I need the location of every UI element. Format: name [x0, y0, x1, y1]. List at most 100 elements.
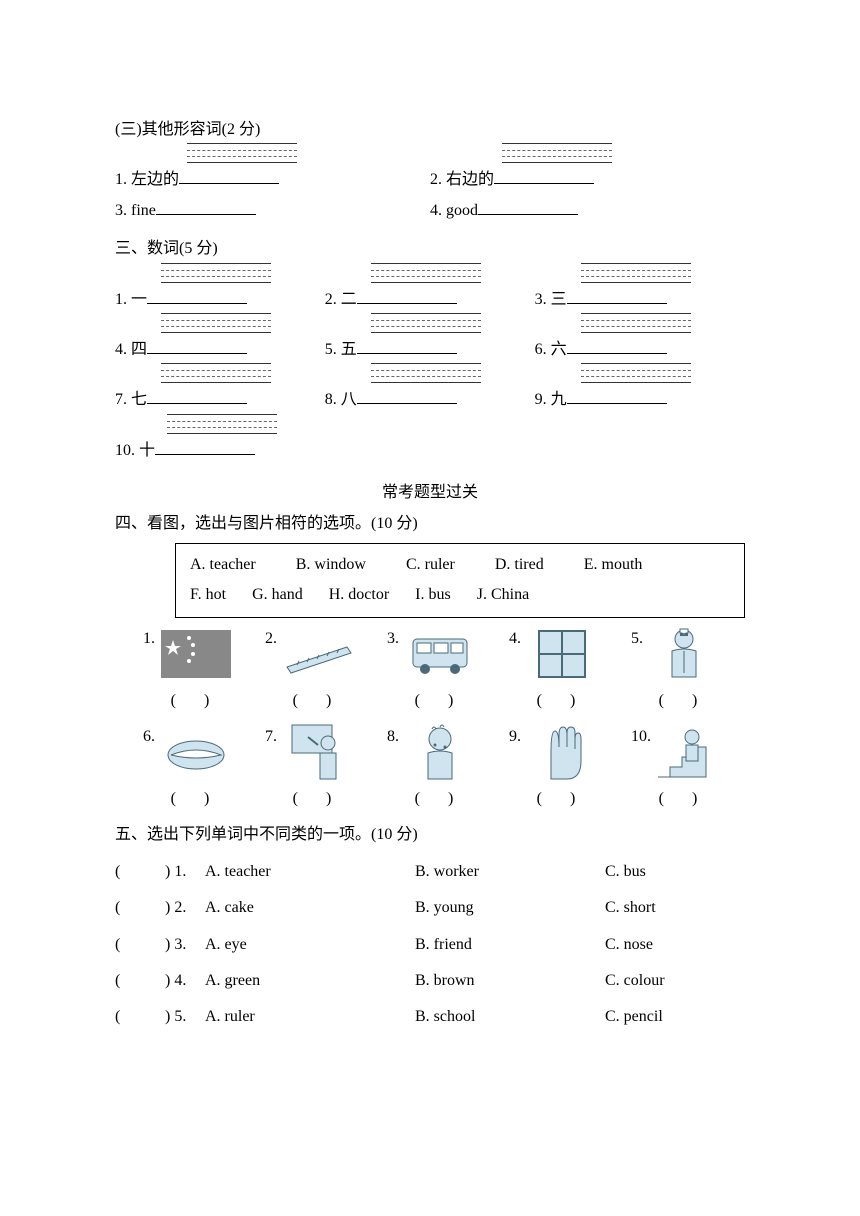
answer-paren: ( ) [293, 686, 344, 716]
num-label: 4. 四 [115, 341, 147, 358]
pic-num: 4. [509, 624, 521, 654]
q-c: C. nose [605, 930, 745, 960]
q5-5: ( ) 5. A. ruler B. school C. pencil [115, 1002, 745, 1032]
image-row-2: 6. ( ) 7. ( ) 8. ( ) 9. ( ) 10. ( ) [135, 722, 745, 814]
num-4: 4. 四 [115, 315, 325, 365]
lparen: ( [115, 863, 120, 880]
num-label: 10. 十 [115, 442, 155, 459]
pic-num: 1. [143, 624, 155, 654]
answer-paren: ( ) [415, 686, 466, 716]
q-b: B. young [415, 893, 605, 923]
q-c: C. colour [605, 966, 745, 996]
fill-1: 1. 左边的 [115, 145, 430, 195]
q5-4: ( ) 4. A. green B. brown C. colour [115, 966, 745, 996]
num-2: 2. 二 [325, 265, 535, 315]
q-a: A. eye [205, 930, 415, 960]
section-numbers-title: 三、数词(5 分) [115, 234, 745, 264]
fill-4: 4. good [430, 196, 745, 226]
writing-lines [371, 263, 481, 283]
pic-num: 6. [143, 722, 155, 752]
underline [155, 441, 255, 455]
q-num: ) 3. [165, 930, 205, 960]
answer-paren: ( ) [659, 784, 710, 814]
fill-label: 2. 右边的 [430, 171, 494, 188]
opt-h: H. doctor [329, 580, 389, 610]
writing-lines [371, 363, 481, 383]
lparen: ( [115, 1008, 120, 1025]
section-5: 五、选出下列单词中不同类的一项。(10 分) ( ) 1. A. teacher… [115, 820, 745, 1032]
q-b: B. school [415, 1002, 605, 1032]
opt-a: A. teacher [190, 550, 256, 580]
underline [147, 340, 247, 354]
fill-label: 3. fine [115, 202, 156, 219]
answer-paren: ( ) [171, 784, 222, 814]
writing-lines [502, 143, 612, 163]
writing-lines [581, 313, 691, 333]
flag-icon [157, 624, 235, 684]
fill-2: 2. 右边的 [430, 145, 745, 195]
writing-lines [581, 363, 691, 383]
num-7: 7. 七 [115, 365, 325, 415]
num-5: 5. 五 [325, 315, 535, 365]
tired-icon [645, 722, 723, 782]
num-8: 8. 八 [325, 365, 535, 415]
teacher-icon [279, 722, 357, 782]
opt-j: J. China [477, 580, 529, 610]
answer-paren: ( ) [537, 686, 588, 716]
writing-lines [161, 363, 271, 383]
num-label: 6. 六 [535, 341, 567, 358]
opt-e: E. mouth [584, 550, 643, 580]
q-a: A. teacher [205, 857, 415, 887]
num-6: 6. 六 [535, 315, 745, 365]
q-num: ) 5. [165, 1002, 205, 1032]
q-c: C. bus [605, 857, 745, 887]
image-row-1: 1. ( ) 2. ( ) 3. ( ) 4. ( ) 5. + ( ) [135, 624, 745, 716]
opt-b: B. window [296, 550, 366, 580]
underline [357, 340, 457, 354]
lparen: ( [115, 899, 120, 916]
section-5-title: 五、选出下列单词中不同类的一项。(10 分) [115, 820, 745, 850]
num-label: 8. 八 [325, 391, 357, 408]
center-title: 常考题型过关 [115, 478, 745, 508]
underline [567, 390, 667, 404]
q-b: B. friend [415, 930, 605, 960]
underline [567, 290, 667, 304]
q-a: A. green [205, 966, 415, 996]
opt-f: F. hot [190, 580, 226, 610]
q-b: B. worker [415, 857, 605, 887]
section-numbers: 三、数词(5 分) 1. 一 2. 二 3. 三 4. 四 5. 五 6. 六 [115, 234, 745, 466]
ruler-icon [279, 624, 357, 684]
writing-lines [167, 414, 277, 434]
q5-3: ( ) 3. A. eye B. friend C. nose [115, 930, 745, 960]
section-3-title: (三)其他形容词(2 分) [115, 115, 745, 145]
opt-c: C. ruler [406, 550, 455, 580]
num-label: 3. 三 [535, 291, 567, 308]
underline [179, 170, 279, 184]
underline [156, 201, 256, 215]
doctor-icon: + [645, 624, 723, 684]
opt-i: I. bus [415, 580, 451, 610]
underline [567, 340, 667, 354]
mouth-icon [157, 722, 235, 782]
num-10: 10. 十 [115, 416, 745, 466]
opt-d: D. tired [495, 550, 544, 580]
num-1: 1. 一 [115, 265, 325, 315]
opt-g: G. hand [252, 580, 303, 610]
pic-num: 7. [265, 722, 277, 752]
writing-lines [371, 313, 481, 333]
pic-num: 5. [631, 624, 643, 654]
bus-icon [401, 624, 479, 684]
answer-paren: ( ) [659, 686, 710, 716]
writing-lines [161, 313, 271, 333]
q5-1: ( ) 1. A. teacher B. worker C. bus [115, 857, 745, 887]
num-label: 5. 五 [325, 341, 357, 358]
pic-num: 8. [387, 722, 399, 752]
q-b: B. brown [415, 966, 605, 996]
fill-3: 3. fine [115, 196, 430, 226]
window-icon [523, 624, 601, 684]
answer-paren: ( ) [293, 784, 344, 814]
underline [357, 290, 457, 304]
answer-paren: ( ) [415, 784, 466, 814]
num-label: 2. 二 [325, 291, 357, 308]
lparen: ( [115, 972, 120, 989]
